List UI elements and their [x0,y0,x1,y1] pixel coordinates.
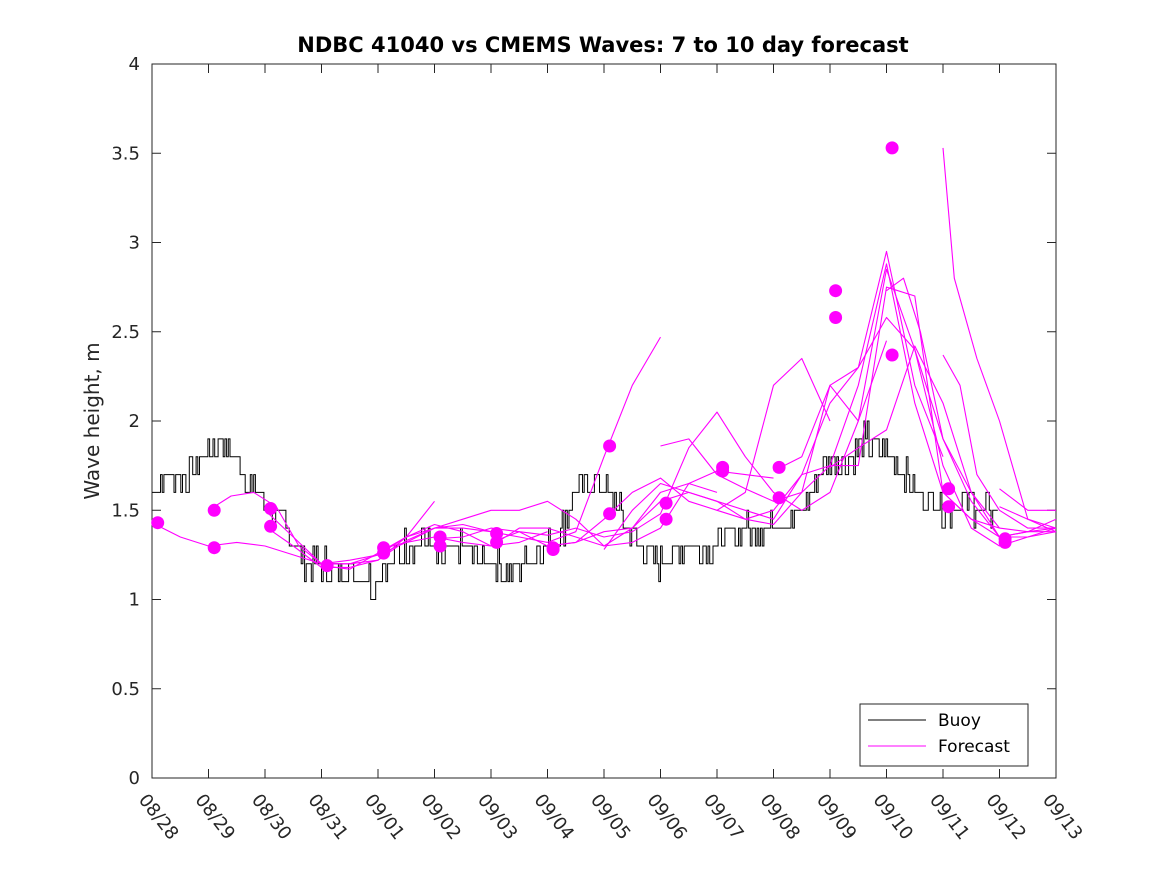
y-tick-label: 0.5 [111,679,140,700]
forecast-start-marker [829,284,843,298]
forecast-start-marker [998,535,1012,549]
forecast-start-marker [659,512,673,526]
forecast-start-marker [490,527,504,540]
forecast-start-marker [433,539,447,553]
forecast-line-8 [490,340,888,543]
y-tick-label: 4 [129,54,140,75]
y-axis-label: Wave height, m [80,342,104,499]
forecast-start-marker [490,535,504,549]
forecast-start-marker [716,464,730,478]
plot-area [151,63,1057,779]
forecast-line-14 [829,345,1057,538]
forecast-start-marker [207,503,221,517]
forecast-start-marker [603,507,617,521]
forecast-start-marker [546,543,560,556]
forecast-start-marker [942,500,956,514]
y-tick-label: 1.5 [111,500,140,521]
forecast-start-marker [603,439,617,453]
forecast-line-15 [886,277,1057,538]
legend-box [859,703,1029,767]
forecast-start-marker [659,496,673,510]
y-tick-label: 2 [129,411,140,432]
forecast-start-marker [829,311,843,324]
forecast-marker-layer [151,141,1012,573]
legend-buoy-label: Buoy [938,711,981,731]
forecast-line-16 [942,147,1057,533]
forecast-line-18 [999,488,1056,511]
forecast-start-marker [320,559,334,573]
forecast-line-17 [942,354,1056,529]
y-tick-label: 1 [129,590,140,611]
forecast-start-marker [772,460,786,474]
forecast-start-marker [772,491,786,505]
chart-title: NDBC 41040 vs CMEMS Waves: 7 to 10 day f… [297,33,908,57]
y-tick-label: 3.5 [111,143,140,164]
forecast-start-marker [264,502,278,515]
y-tick-label: 3 [129,233,140,254]
forecast-start-marker [264,519,278,533]
forecast-start-marker [151,516,165,530]
y-tick-label: 2.5 [111,322,140,343]
forecast-start-marker [207,541,221,555]
forecast-line-9 [547,250,944,547]
forecast-line-19 [999,506,1057,529]
y-tick-label: 0 [129,768,140,789]
forecast-start-marker [433,530,447,544]
forecast-start-marker [885,141,899,155]
forecast-start-marker [942,482,956,496]
y-axis: 0 0.5 1 1.5 2 2.5 3 3.5 4 [111,54,1056,789]
legend-forecast-label: Forecast [938,737,1010,757]
forecast-start-marker [377,546,391,560]
forecast-start-marker [885,348,899,362]
legend: Buoy Forecast [859,703,1029,767]
